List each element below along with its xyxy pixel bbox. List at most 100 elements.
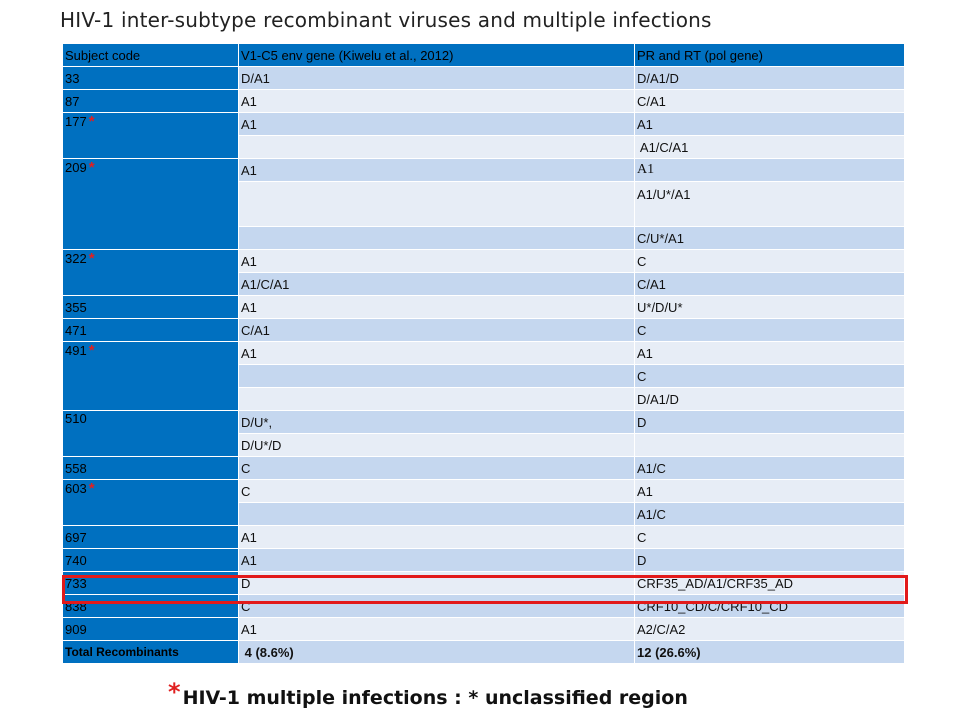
table-row: 471 C/A1 C	[62, 318, 905, 342]
table-row: 87 A1 C/A1	[62, 89, 905, 113]
subject-code: 838	[62, 594, 239, 618]
pol-total: 12 (26.6%)	[634, 640, 905, 664]
pol-cell: A1/U*/A1	[634, 181, 905, 227]
env-cell: A1	[238, 112, 635, 136]
table-row: D/A1/D	[63, 387, 905, 411]
pol-cell: A1/C/A1	[634, 135, 905, 159]
table-row: 322 * A1 C	[62, 249, 905, 296]
table-row: 838 C CRF10_CD/C/CRF10_CD	[62, 594, 905, 618]
subject-code-cell: 603 *	[62, 479, 239, 526]
env-cell: A1	[238, 89, 635, 113]
env-cell: C	[238, 594, 635, 618]
subject-code-cell: 209 *	[62, 158, 239, 250]
table-row: 558 C A1/C	[62, 456, 905, 480]
pol-cell: C/A1	[634, 89, 905, 113]
env-cell: D/U*/D	[238, 433, 635, 457]
subject-code: 733	[62, 571, 239, 595]
subject-code-cell: 177 *	[62, 112, 239, 159]
table-row: 209 * A1 A1	[62, 158, 905, 250]
footnote: * HIV-1 multiple infections : * unclassif…	[168, 678, 688, 709]
env-cell: A1	[238, 548, 635, 572]
pol-cell: C/U*/A1	[634, 226, 905, 250]
pol-cell: A1/C	[634, 456, 905, 480]
table-row: A1/C	[63, 502, 905, 526]
env-total: 4 (8.6%)	[238, 640, 635, 664]
multiple-infection-star-icon: *	[88, 480, 95, 498]
subject-code: 603	[65, 481, 87, 496]
table-row-highlighted: 733 D CRF35_AD/A1/CRF35_AD	[62, 571, 905, 595]
pol-cell: C	[634, 364, 905, 388]
env-cell: C/A1	[238, 318, 635, 342]
header-subject-code: Subject code	[62, 43, 239, 67]
pol-cell: C	[634, 525, 905, 549]
table-row: 355 A1 U*/D/U*	[62, 295, 905, 319]
pol-cell: A2/C/A2	[634, 617, 905, 641]
pol-cell: D/A1/D	[634, 387, 905, 411]
env-cell-empty	[238, 181, 635, 227]
env-cell-empty	[238, 135, 635, 159]
env-cell: A1	[238, 341, 635, 365]
table-row: 909 A1 A2/C/A2	[62, 617, 905, 641]
env-cell: A1	[238, 249, 635, 273]
subject-code: 209	[65, 160, 87, 175]
footnote-text: HIV-1 multiple infections : * unclassifi…	[182, 687, 688, 709]
subject-code: 510	[62, 410, 239, 457]
subject-code: 697	[62, 525, 239, 549]
multiple-infection-star-icon: *	[88, 250, 95, 268]
pol-cell: A1/C	[634, 502, 905, 526]
table-row: 603 * C A1	[62, 479, 905, 526]
pol-cell: D	[634, 410, 905, 434]
subject-code-cell: 322 *	[62, 249, 239, 296]
env-cell: A1	[238, 158, 635, 182]
env-cell-empty	[238, 502, 635, 526]
pol-cell: U*/D/U*	[634, 295, 905, 319]
pol-cell: A1	[634, 479, 905, 503]
footnote-star-icon: *	[168, 678, 181, 706]
subject-code: 491	[65, 343, 87, 358]
table-row: 697 A1 C	[62, 525, 905, 549]
subject-code: 909	[62, 617, 239, 641]
env-cell: C	[238, 479, 635, 503]
table-row: A1/C/A1	[63, 135, 905, 159]
env-cell: A1	[238, 525, 635, 549]
subject-code: 33	[62, 66, 239, 90]
table-row: C	[63, 364, 905, 388]
total-row: Total Recombinants 4 (8.6%) 12 (26.6%)	[62, 640, 905, 664]
pol-cell: A1	[634, 341, 905, 365]
pol-cell: A1	[634, 112, 905, 136]
subject-code: 471	[62, 318, 239, 342]
pol-cell: CRF35_AD/A1/CRF35_AD	[634, 571, 905, 595]
pol-cell: CRF10_CD/C/CRF10_CD	[634, 594, 905, 618]
table-row: 177 * A1 A1	[62, 112, 905, 159]
pol-cell: D/A1/D	[634, 66, 905, 90]
pol-cell: C/A1	[634, 272, 905, 296]
table-row: A1/C/A1 C/A1	[63, 272, 905, 296]
env-cell: D/A1	[238, 66, 635, 90]
subject-code: 177	[65, 114, 87, 129]
multiple-infection-star-icon: *	[88, 159, 95, 177]
env-cell-empty	[238, 226, 635, 250]
table-header-row: Subject code V1-C5 env gene (Kiwelu et a…	[62, 43, 905, 67]
env-cell-empty	[238, 364, 635, 388]
env-cell: D/U*,	[238, 410, 635, 434]
recombinant-table: Subject code V1-C5 env gene (Kiwelu et a…	[62, 43, 905, 664]
table-row: 491 * A1 A1	[62, 341, 905, 411]
pol-cell: C	[634, 249, 905, 273]
pol-cell: A1	[634, 158, 905, 182]
pol-cell: C	[634, 318, 905, 342]
subject-code: 87	[62, 89, 239, 113]
env-cell: D	[238, 571, 635, 595]
env-cell: A1	[238, 617, 635, 641]
table-row: 510 D/U*, D	[62, 410, 905, 457]
subject-code: 355	[62, 295, 239, 319]
subject-code-cell: 491 *	[62, 341, 239, 411]
slide-title: HIV-1 inter-subtype recombinant viruses …	[60, 8, 712, 32]
env-cell: C	[238, 456, 635, 480]
pol-cell: D	[634, 548, 905, 572]
pol-cell-empty	[634, 433, 905, 457]
env-cell-empty	[238, 387, 635, 411]
total-label: Total Recombinants	[62, 640, 239, 664]
header-env-gene: V1-C5 env gene (Kiwelu et al., 2012)	[238, 43, 635, 67]
header-pol-gene: PR and RT (pol gene)	[634, 43, 905, 67]
table-row: C/U*/A1	[63, 226, 905, 250]
